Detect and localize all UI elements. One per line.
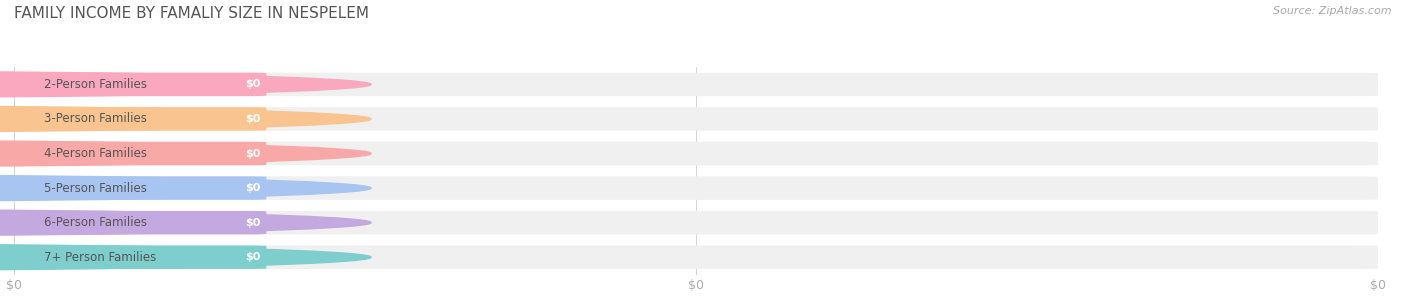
Text: $0: $0 — [246, 252, 262, 262]
Text: FAMILY INCOME BY FAMALIY SIZE IN NESPELEM: FAMILY INCOME BY FAMALIY SIZE IN NESPELE… — [14, 6, 368, 21]
FancyBboxPatch shape — [14, 176, 266, 200]
FancyBboxPatch shape — [14, 211, 1378, 235]
Text: 6-Person Families: 6-Person Families — [44, 216, 148, 229]
FancyBboxPatch shape — [14, 246, 266, 269]
Circle shape — [0, 244, 371, 270]
Text: $0: $0 — [246, 149, 262, 159]
FancyBboxPatch shape — [14, 246, 1378, 269]
Text: $0: $0 — [246, 218, 262, 228]
FancyBboxPatch shape — [14, 142, 266, 165]
Circle shape — [0, 210, 371, 235]
Text: 4-Person Families: 4-Person Families — [44, 147, 148, 160]
FancyBboxPatch shape — [14, 211, 266, 235]
Text: 5-Person Families: 5-Person Families — [44, 181, 148, 195]
Text: 2-Person Families: 2-Person Families — [44, 78, 148, 91]
Text: Source: ZipAtlas.com: Source: ZipAtlas.com — [1274, 6, 1392, 16]
FancyBboxPatch shape — [14, 142, 1378, 165]
FancyBboxPatch shape — [14, 73, 1378, 96]
FancyBboxPatch shape — [14, 73, 266, 96]
FancyBboxPatch shape — [14, 107, 266, 131]
Text: $0: $0 — [246, 183, 262, 193]
Text: $0: $0 — [246, 79, 262, 89]
Circle shape — [0, 71, 371, 97]
Text: 3-Person Families: 3-Person Families — [44, 113, 148, 125]
Text: $0: $0 — [246, 114, 262, 124]
Circle shape — [0, 106, 371, 132]
FancyBboxPatch shape — [14, 107, 1378, 131]
Circle shape — [0, 141, 371, 167]
Circle shape — [0, 175, 371, 201]
Text: 7+ Person Families: 7+ Person Families — [44, 251, 156, 264]
FancyBboxPatch shape — [14, 176, 1378, 200]
